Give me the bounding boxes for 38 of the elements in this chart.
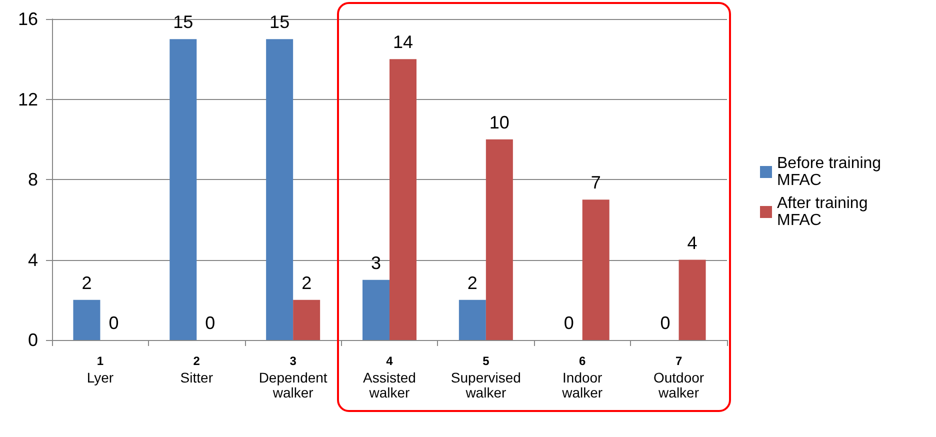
data-label: 14 [392, 32, 414, 52]
y-tick-label: 8 [28, 170, 38, 190]
y-tick-label: 16 [18, 9, 38, 29]
data-label: 0 [564, 313, 574, 333]
data-label: 0 [108, 313, 119, 333]
x-tick-label: 5 Supervised walker [450, 354, 521, 400]
y-tick-label: 12 [18, 89, 38, 110]
y-tick-label: 0 [28, 330, 38, 350]
data-label: 7 [590, 172, 601, 193]
bar [582, 200, 610, 340]
bar [486, 139, 513, 340]
x-tick-label: 3 Dependent walker [258, 354, 328, 400]
bar [678, 260, 706, 340]
x-tick-label: 2 Sitter [180, 354, 214, 386]
data-label: 15 [173, 12, 194, 32]
x-tick-label: 4 Assisted walker [363, 354, 416, 400]
bar [293, 300, 320, 340]
bar [266, 39, 294, 340]
data-label: 3 [370, 252, 382, 273]
x-tick-label: 6 Indoor walker [561, 354, 603, 400]
legend-label: After training MFAC [777, 195, 872, 229]
data-label: 2 [82, 272, 92, 293]
data-label: 15 [270, 12, 290, 32]
data-label: 4 [687, 232, 698, 253]
bar [170, 39, 197, 340]
bar [362, 280, 390, 340]
data-label: 0 [660, 313, 670, 333]
y-tick-label: 4 [28, 250, 38, 270]
data-label: 0 [205, 313, 216, 333]
data-label: 2 [302, 272, 312, 293]
data-label: 2 [467, 272, 478, 293]
bar [390, 59, 416, 340]
legend-label: Before training MFAC [777, 155, 886, 189]
bar [458, 300, 486, 340]
bar [73, 300, 100, 340]
x-tick-label: 1 Lyer [86, 354, 114, 386]
data-label: 10 [489, 112, 510, 132]
x-tick-label: 7 Outdoor walker [653, 354, 704, 400]
